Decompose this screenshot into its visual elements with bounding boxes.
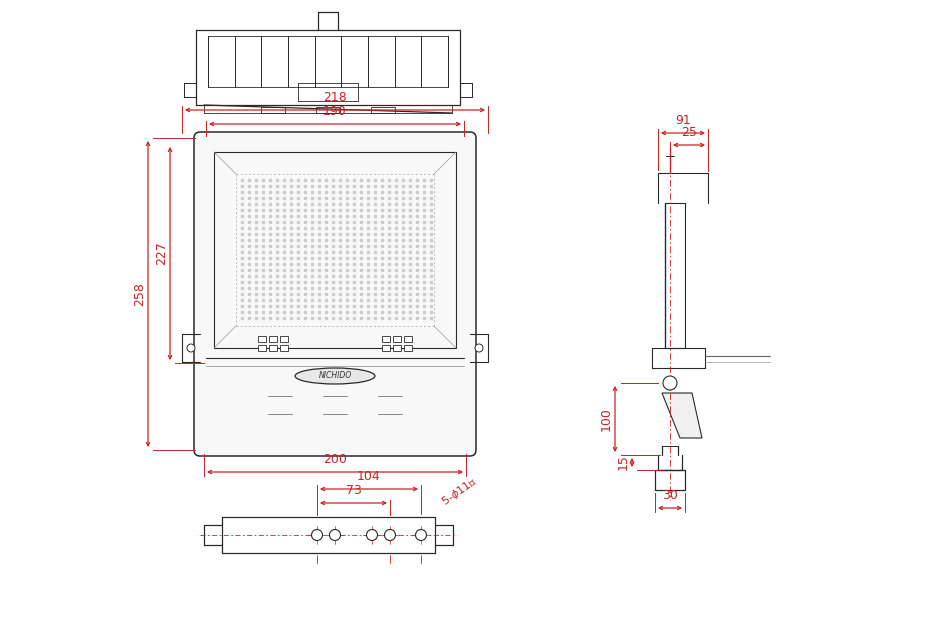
Text: 227: 227 [155,242,168,265]
Bar [269,345,277,351]
Bar [258,345,266,351]
Text: 73: 73 [346,484,361,497]
Text: 15: 15 [617,454,630,471]
Bar [393,336,401,342]
FancyBboxPatch shape [194,132,476,456]
Circle shape [367,529,377,541]
Circle shape [312,529,322,541]
Polygon shape [662,393,702,438]
Text: 104: 104 [357,470,381,483]
Ellipse shape [295,368,375,384]
Circle shape [415,529,427,541]
Circle shape [187,344,195,352]
Circle shape [385,529,395,541]
Bar [393,345,401,351]
Circle shape [330,529,340,541]
Bar [371,107,395,113]
Bar [258,336,266,342]
Circle shape [475,344,483,352]
Bar [404,345,412,351]
Bar [404,336,412,342]
Text: 25: 25 [681,126,697,139]
Bar [316,107,340,113]
Text: NICHIDO: NICHIDO [318,371,352,381]
Text: 200: 200 [323,453,347,466]
Bar [269,336,277,342]
Circle shape [663,376,677,390]
Text: 100: 100 [600,407,613,431]
Text: 190: 190 [323,105,347,118]
Text: 258: 258 [133,282,146,306]
Text: 30: 30 [662,489,678,502]
Bar [382,345,390,351]
Text: 91: 91 [675,114,691,127]
Bar [280,336,288,342]
Text: 5-$\phi$11穴: 5-$\phi$11穴 [439,474,480,509]
Text: 218: 218 [323,91,347,104]
Bar [382,336,390,342]
Bar [261,107,285,113]
Bar [280,345,288,351]
